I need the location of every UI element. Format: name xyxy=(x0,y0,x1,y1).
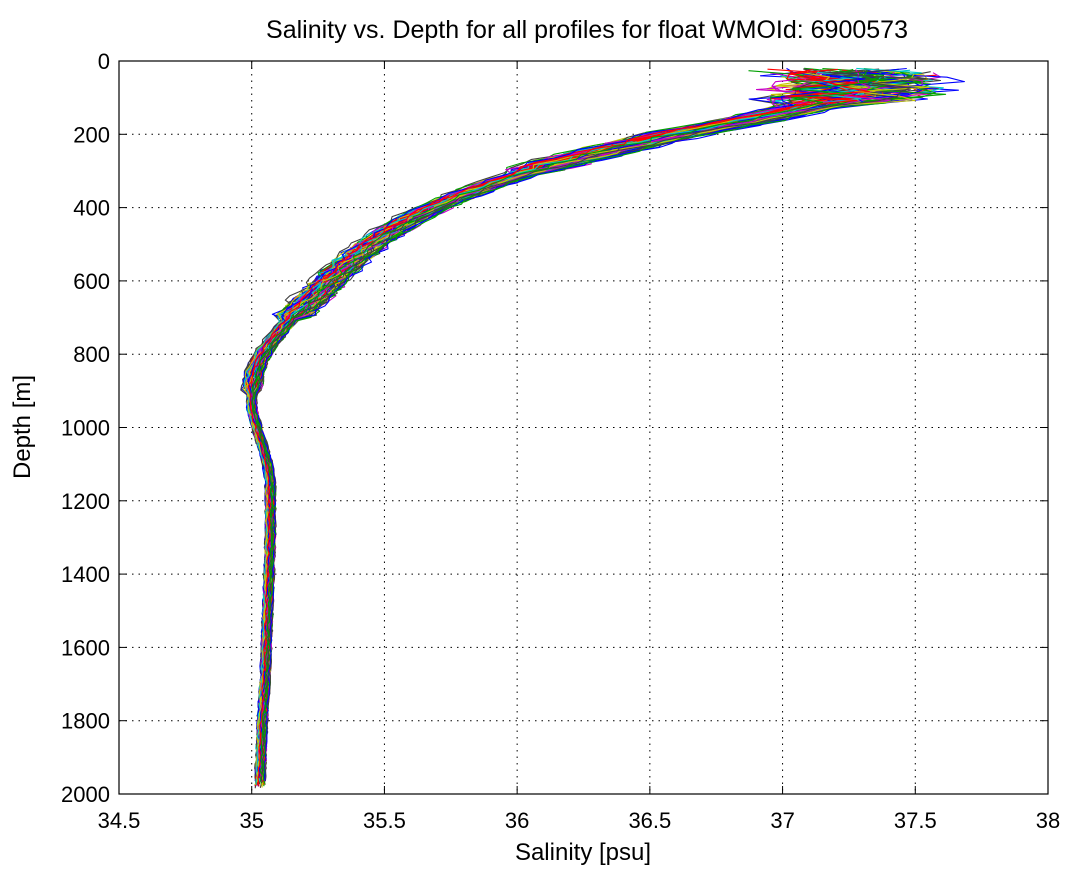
chart-title: Salinity vs. Depth for all profiles for … xyxy=(266,16,908,44)
x-tick-labels: 34.5 35 35.5 36 36.5 37 37.5 38 xyxy=(98,808,1061,833)
profile-line xyxy=(251,71,877,776)
x-tick-label: 37 xyxy=(770,808,794,833)
profile-line xyxy=(251,69,929,783)
y-tick-label: 600 xyxy=(73,269,110,294)
x-tick-label: 35 xyxy=(239,808,263,833)
profile-line xyxy=(243,71,863,785)
x-tick-label: 36.5 xyxy=(628,808,671,833)
y-tick-label: 1200 xyxy=(61,489,110,514)
x-tick-label: 38 xyxy=(1036,808,1060,833)
plot-area-frame xyxy=(118,60,1049,795)
profile-line xyxy=(254,67,965,781)
y-tick-label: 1800 xyxy=(61,709,110,734)
grid-lines xyxy=(119,61,1048,794)
profile-line xyxy=(247,69,870,787)
y-tick-label: 1000 xyxy=(61,416,110,441)
x-tick-label: 34.5 xyxy=(98,808,141,833)
y-tick-labels: 0 200 400 600 800 1000 1200 1400 1600 1800 2000 xyxy=(61,49,110,807)
y-tick-label: 0 xyxy=(98,49,110,74)
y-tick-label: 1400 xyxy=(61,562,110,587)
y-tick-label: 2000 xyxy=(61,782,110,807)
y-tick-label: 400 xyxy=(73,196,110,221)
y-tick-label: 800 xyxy=(73,342,110,367)
y-tick-label: 1600 xyxy=(61,635,110,660)
x-tick-label: 36 xyxy=(505,808,529,833)
y-axis-label: Depth [m] xyxy=(9,375,36,479)
x-tick-label: 37.5 xyxy=(894,808,937,833)
x-axis-label: Salinity [psu] xyxy=(515,839,651,866)
x-tick-label: 35.5 xyxy=(363,808,406,833)
profile-lines xyxy=(240,67,965,789)
y-tick-label: 200 xyxy=(73,122,110,147)
